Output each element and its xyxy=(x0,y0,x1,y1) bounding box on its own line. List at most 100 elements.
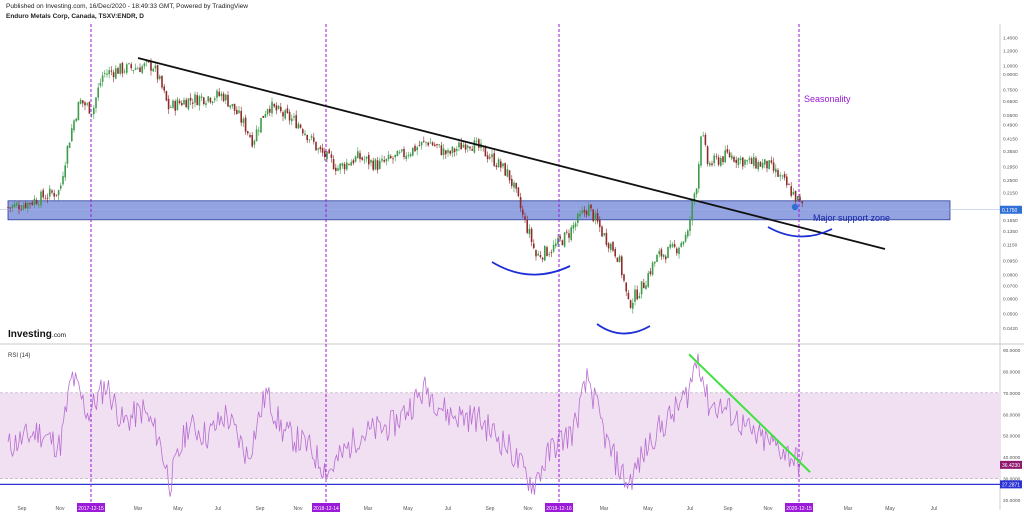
candle-body xyxy=(156,65,159,80)
candle-body xyxy=(16,203,18,206)
candle-body xyxy=(647,273,649,287)
candle-body xyxy=(722,156,724,163)
candle-body xyxy=(588,205,590,217)
candle-body xyxy=(143,63,146,67)
price-tick-label: 0.2500 xyxy=(1003,178,1018,184)
candle-body xyxy=(420,141,423,146)
candle-body xyxy=(709,163,711,166)
candle-body xyxy=(649,271,652,274)
candle-body xyxy=(794,190,797,202)
candle-body xyxy=(319,146,322,150)
candle-body xyxy=(159,76,161,79)
candle-body xyxy=(484,145,487,157)
candle-body xyxy=(744,159,746,165)
candle-body xyxy=(352,160,355,164)
candle-body xyxy=(55,194,58,196)
candle-body xyxy=(715,156,718,158)
rsi-last-tag: 36.4230 xyxy=(1002,463,1020,469)
rsi-base-tag-bg xyxy=(1000,480,1022,489)
candle-body xyxy=(636,289,638,300)
candle-body xyxy=(189,97,192,101)
candle-body xyxy=(167,98,170,110)
candle-body xyxy=(634,289,636,302)
candle-body xyxy=(330,154,333,158)
candle-body xyxy=(453,148,456,153)
candle-body xyxy=(517,187,520,197)
candle-body xyxy=(9,207,11,209)
candle-body xyxy=(321,148,324,153)
x-tick-label: Jul xyxy=(445,506,451,512)
candle-body xyxy=(522,209,524,215)
rsi-tick-label: 20.0000 xyxy=(1003,498,1021,504)
candle-body xyxy=(801,201,803,204)
seasonality-label: Seasonality xyxy=(804,94,851,104)
candle-body xyxy=(790,186,792,196)
candle-body xyxy=(249,134,251,137)
candle-body xyxy=(768,160,770,170)
candle-body xyxy=(799,196,801,201)
candle-body xyxy=(662,254,665,258)
candle-body xyxy=(691,201,693,221)
candle-body xyxy=(220,93,223,97)
candle-body xyxy=(308,139,311,141)
candle-body xyxy=(401,149,403,152)
candle-body xyxy=(590,204,592,209)
candle-body xyxy=(117,68,119,74)
candle-body xyxy=(361,157,363,160)
candle-body xyxy=(515,182,517,189)
candle-body xyxy=(779,175,781,177)
price-tick-label: 0.0700 xyxy=(1003,284,1018,290)
candle-body xyxy=(599,219,601,228)
candle-body xyxy=(398,152,401,154)
candle-body xyxy=(161,75,163,88)
date-flag-label: 2019-12-16 xyxy=(546,506,572,512)
candle-body xyxy=(438,144,440,146)
candle-body xyxy=(163,86,165,91)
candle-body xyxy=(150,61,152,71)
candle-body xyxy=(537,253,539,256)
candle-body xyxy=(95,97,97,109)
candle-body xyxy=(214,98,216,101)
candle-body xyxy=(467,145,469,148)
price-tick-label: 0.0420 xyxy=(1003,326,1018,332)
candle-body xyxy=(335,167,337,171)
candle-body xyxy=(561,240,564,246)
candle-body xyxy=(524,216,526,220)
candle-body xyxy=(451,146,454,154)
candle-body xyxy=(119,63,121,74)
candle-body xyxy=(337,168,339,171)
x-tick-label: Nov xyxy=(294,506,303,512)
candle-body xyxy=(462,144,465,148)
candle-body xyxy=(684,234,687,242)
x-tick-label: May xyxy=(403,506,413,512)
candle-body xyxy=(192,102,194,104)
candle-body xyxy=(247,131,249,134)
candle-body xyxy=(225,94,227,101)
candle-body xyxy=(797,196,799,201)
candle-body xyxy=(625,282,627,292)
candle-body xyxy=(777,170,779,177)
support-zone-label: Major support zone xyxy=(813,213,890,223)
x-tick-label: Sep xyxy=(486,506,495,512)
candle-body xyxy=(671,244,674,247)
candle-body xyxy=(577,214,579,223)
candle-body xyxy=(90,113,93,115)
candle-body xyxy=(702,135,704,137)
candle-body xyxy=(240,110,242,123)
candle-body xyxy=(638,295,641,299)
candle-body xyxy=(530,228,533,243)
candle-body xyxy=(277,105,280,109)
candle-body xyxy=(101,75,104,82)
candle-body xyxy=(112,72,115,78)
candle-body xyxy=(372,160,374,170)
candle-body xyxy=(757,162,759,170)
candle-body xyxy=(273,103,275,107)
candle-body xyxy=(194,94,196,103)
candle-body xyxy=(610,243,612,250)
candle-body xyxy=(643,282,645,289)
candle-body xyxy=(665,256,667,260)
candle-body xyxy=(693,193,696,202)
x-tick-label: May xyxy=(643,506,653,512)
candle-body xyxy=(332,159,335,170)
x-tick-label: Sep xyxy=(256,506,265,512)
